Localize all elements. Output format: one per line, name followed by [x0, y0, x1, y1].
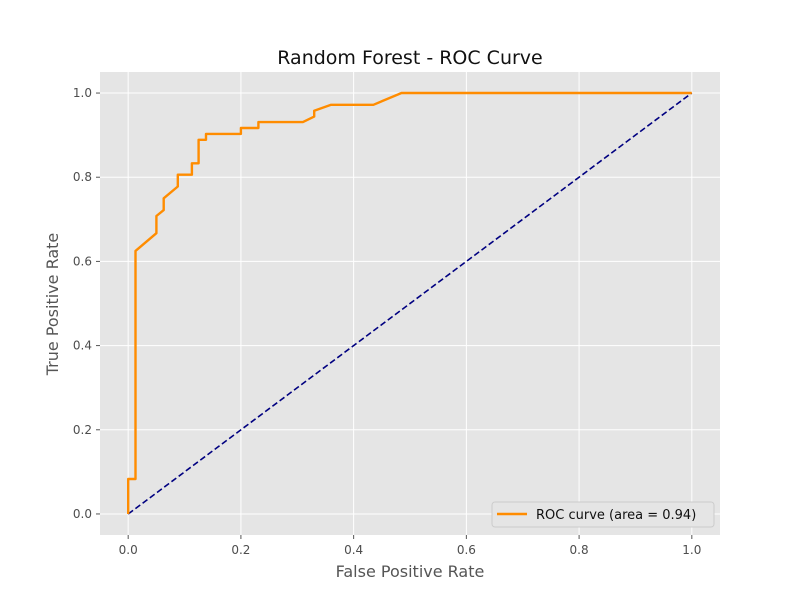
y-axis-label: True Positive Rate: [43, 233, 62, 377]
y-tick-label: 0.6: [73, 254, 92, 268]
y-tick-label: 0.2: [73, 423, 92, 437]
x-tick-label: 0.4: [344, 543, 363, 557]
diagonal-reference-line: [127, 92, 693, 515]
x-tick-label: 0.2: [231, 543, 250, 557]
roc-curve-line: [126, 91, 692, 514]
grid-lines: [100, 72, 720, 535]
chart-title: Random Forest - ROC Curve: [277, 47, 542, 69]
diagonal-series-line: [127, 92, 693, 515]
x-tick-label: 1.0: [682, 543, 701, 557]
legend-box: [491, 501, 715, 528]
roc-series-line: [126, 91, 692, 514]
y-tick-label: 1.0: [73, 86, 92, 100]
y-tick-label: 0.8: [73, 170, 92, 184]
legend: ROC curve (area = 0.94): [491, 501, 715, 528]
x-axis-label: False Positive Rate: [336, 562, 485, 581]
y-axis-ticks: 0.0 0.2 0.4 0.6 0.8 1.0: [73, 86, 100, 521]
y-tick-label: 0.4: [73, 339, 92, 353]
x-tick-label: 0.6: [457, 543, 476, 557]
legend-label: ROC curve (area = 0.94): [536, 508, 696, 523]
x-tick-label: 0.0: [119, 543, 138, 557]
x-axis-ticks: 0.0 0.2 0.4 0.6 0.8 1.0: [119, 535, 701, 557]
y-tick-label: 0.0: [73, 507, 92, 521]
x-tick-label: 0.8: [570, 543, 589, 557]
